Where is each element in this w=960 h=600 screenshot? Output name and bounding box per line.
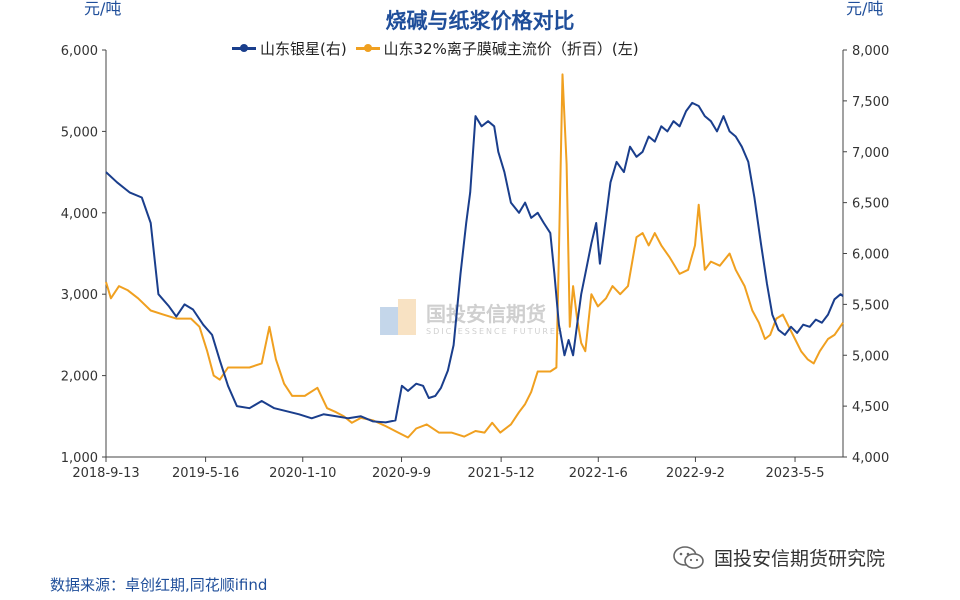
series-line-yinxing: [105, 101, 844, 424]
legend-item-yinxing: 山东银星(右): [232, 38, 347, 59]
legend-item-caustic: 山东32%离子膜碱主流价（折百）(左): [355, 38, 639, 59]
y-left-tick-label: 4,000: [61, 207, 98, 222]
x-tick-label: 2020-1-10: [269, 466, 336, 481]
legend-swatch-yinxing: [232, 44, 256, 52]
legend-label-caustic: 山东32%离子膜碱主流价（折百）(左): [383, 40, 639, 58]
wechat-icon: [673, 545, 704, 569]
y-right-tick-label: 7,500: [852, 95, 889, 110]
watermark-cn: 国投安信期货: [426, 302, 546, 326]
chart-legend: 山东银星(右) 山东32%离子膜碱主流价（折百）(左): [232, 36, 643, 59]
y-right-tick-label: 4,500: [852, 400, 889, 415]
y-left-tick-label: 5,000: [61, 125, 98, 140]
watermark-logo: [380, 299, 416, 335]
x-tick-label: 2020-9-9: [372, 466, 431, 481]
y-right-tick-label: 5,000: [852, 349, 889, 364]
right-axis-unit-text: 元/吨: [846, 0, 884, 18]
y-left-tick-label: 6,000: [61, 44, 98, 59]
y-left-tick-label: 3,000: [61, 288, 98, 303]
legend-label-yinxing: 山东银星(右): [260, 40, 347, 58]
y-right-tick-label: 6,000: [852, 248, 889, 263]
left-axis-unit: 元/吨: [84, 0, 121, 17]
x-tick-label: 2021-5-12: [467, 466, 534, 481]
brand-footer: 国投安信期货研究院: [672, 544, 885, 571]
y-right-tick-label: 6,500: [852, 197, 889, 212]
y-right-tick-label: 8,000: [852, 44, 889, 59]
y-right-tick-label: 7,000: [852, 146, 889, 161]
right-axis-unit: 元/吨: [846, 0, 883, 17]
x-tick-label: 2022-1-6: [569, 466, 628, 481]
watermark: 国投安信期货 SDIC ESSENCE FUTURES: [380, 298, 564, 336]
x-tick-label: 2019-5-16: [172, 466, 239, 481]
y-left-tick-label: 2,000: [61, 370, 98, 385]
x-tick-label: 2018-9-13: [72, 466, 139, 481]
y-left-tick-label: 1,000: [61, 451, 98, 466]
brand-name: 国投安信期货研究院: [714, 548, 886, 570]
x-tick-label: 2022-9-2: [666, 466, 725, 481]
series-line-caustic: [105, 73, 844, 439]
y-right-tick-label: 5,500: [852, 298, 889, 313]
x-tick-label: 2023-5-5: [766, 466, 825, 481]
chart-title: 烧碱与纸浆价格对比: [385, 9, 575, 33]
y-right-tick-label: 4,000: [852, 451, 889, 466]
watermark-en: SDIC ESSENCE FUTURES: [426, 327, 565, 336]
data-source: 数据来源：卓创红期,同花顺ifind: [50, 576, 268, 594]
left-axis-unit-text: 元/吨: [84, 0, 122, 18]
legend-swatch-caustic: [355, 44, 380, 52]
